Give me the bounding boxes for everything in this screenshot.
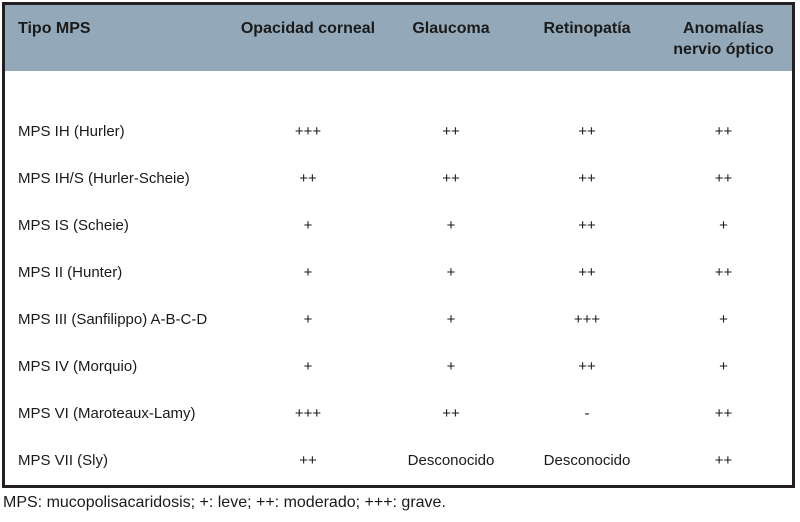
row-label: MPS IH/S (Hurler-Scheie) (18, 170, 190, 187)
cell-value: + (446, 311, 456, 328)
cell-value: + (303, 264, 313, 281)
cell-value: ++ (442, 170, 460, 187)
column-header-retinopatia: Retinopatía (543, 20, 631, 37)
table-row: MPS II (Hunter) + + ++ ++ (5, 249, 792, 296)
cell-value: ++ (299, 452, 317, 469)
cell-value: + (446, 217, 456, 234)
cell-value: ++ (442, 123, 460, 140)
column-header-anomalias-nervio-optico: Anomalías nervio óptico (673, 20, 774, 58)
column-header-tipo-mps: Tipo MPS (18, 20, 91, 37)
table-header-row: Tipo MPS Opacidad corneal Glaucoma Retin… (5, 5, 792, 71)
table-row: MPS VI (Maroteaux-Lamy) +++ ++ - ++ (5, 390, 792, 437)
cell-value: +++ (573, 311, 601, 328)
row-label: MPS IV (Morquio) (18, 358, 138, 375)
cell-value: Desconocido (407, 452, 495, 469)
cell-value: + (303, 217, 313, 234)
cell-value: Desconocido (543, 452, 631, 469)
cell-value: ++ (578, 123, 596, 140)
row-label: MPS VII (Sly) (18, 452, 109, 469)
table-footnote: MPS: mucopolisacaridosis; +: leve; ++: m… (3, 494, 446, 511)
cell-value: + (446, 264, 456, 281)
cell-value: ++ (299, 170, 317, 187)
mps-ocular-findings-table: Tipo MPS Opacidad corneal Glaucoma Retin… (2, 2, 795, 488)
cell-value: ++ (578, 358, 596, 375)
cell-value: ++ (714, 405, 733, 422)
cell-value: ++ (714, 123, 733, 140)
row-label: MPS VI (Maroteaux-Lamy) (18, 405, 196, 422)
cell-value: ++ (714, 170, 733, 187)
column-header-opacidad-corneal: Opacidad corneal (240, 20, 376, 37)
cell-value: ++ (714, 452, 733, 469)
cell-value: ++ (578, 264, 596, 281)
cell-value: + (446, 358, 456, 375)
cell-value: + (303, 311, 313, 328)
cell-value: + (719, 358, 728, 375)
cell-value: ++ (442, 405, 460, 422)
cell-value: ++ (714, 264, 733, 281)
cell-value: + (303, 358, 313, 375)
row-label: MPS II (Hunter) (18, 264, 123, 281)
table-row: MPS IS (Scheie) + + ++ + (5, 202, 792, 249)
table-row: MPS III (Sanfilippo) A-B-C-D + + +++ + (5, 296, 792, 343)
cell-value: ++ (578, 170, 596, 187)
row-label: MPS IH (Hurler) (18, 123, 125, 140)
column-header-glaucoma: Glaucoma (412, 20, 490, 37)
table-row: MPS IH (Hurler) +++ ++ ++ ++ (5, 108, 792, 155)
cell-value: +++ (294, 405, 322, 422)
row-label: MPS IS (Scheie) (18, 217, 129, 234)
cell-value: +++ (294, 123, 322, 140)
cell-value: - (584, 405, 590, 422)
table-row: MPS VII (Sly) ++ Desconocido Desconocido… (5, 437, 792, 484)
cell-value: + (719, 311, 728, 328)
header-body-gap (5, 71, 792, 108)
cell-value: + (719, 217, 728, 234)
table-row: MPS IH/S (Hurler-Scheie) ++ ++ ++ ++ (5, 155, 792, 202)
row-label: MPS III (Sanfilippo) A-B-C-D (18, 311, 208, 328)
table-row: MPS IV (Morquio) + + ++ + (5, 343, 792, 390)
cell-value: ++ (578, 217, 596, 234)
